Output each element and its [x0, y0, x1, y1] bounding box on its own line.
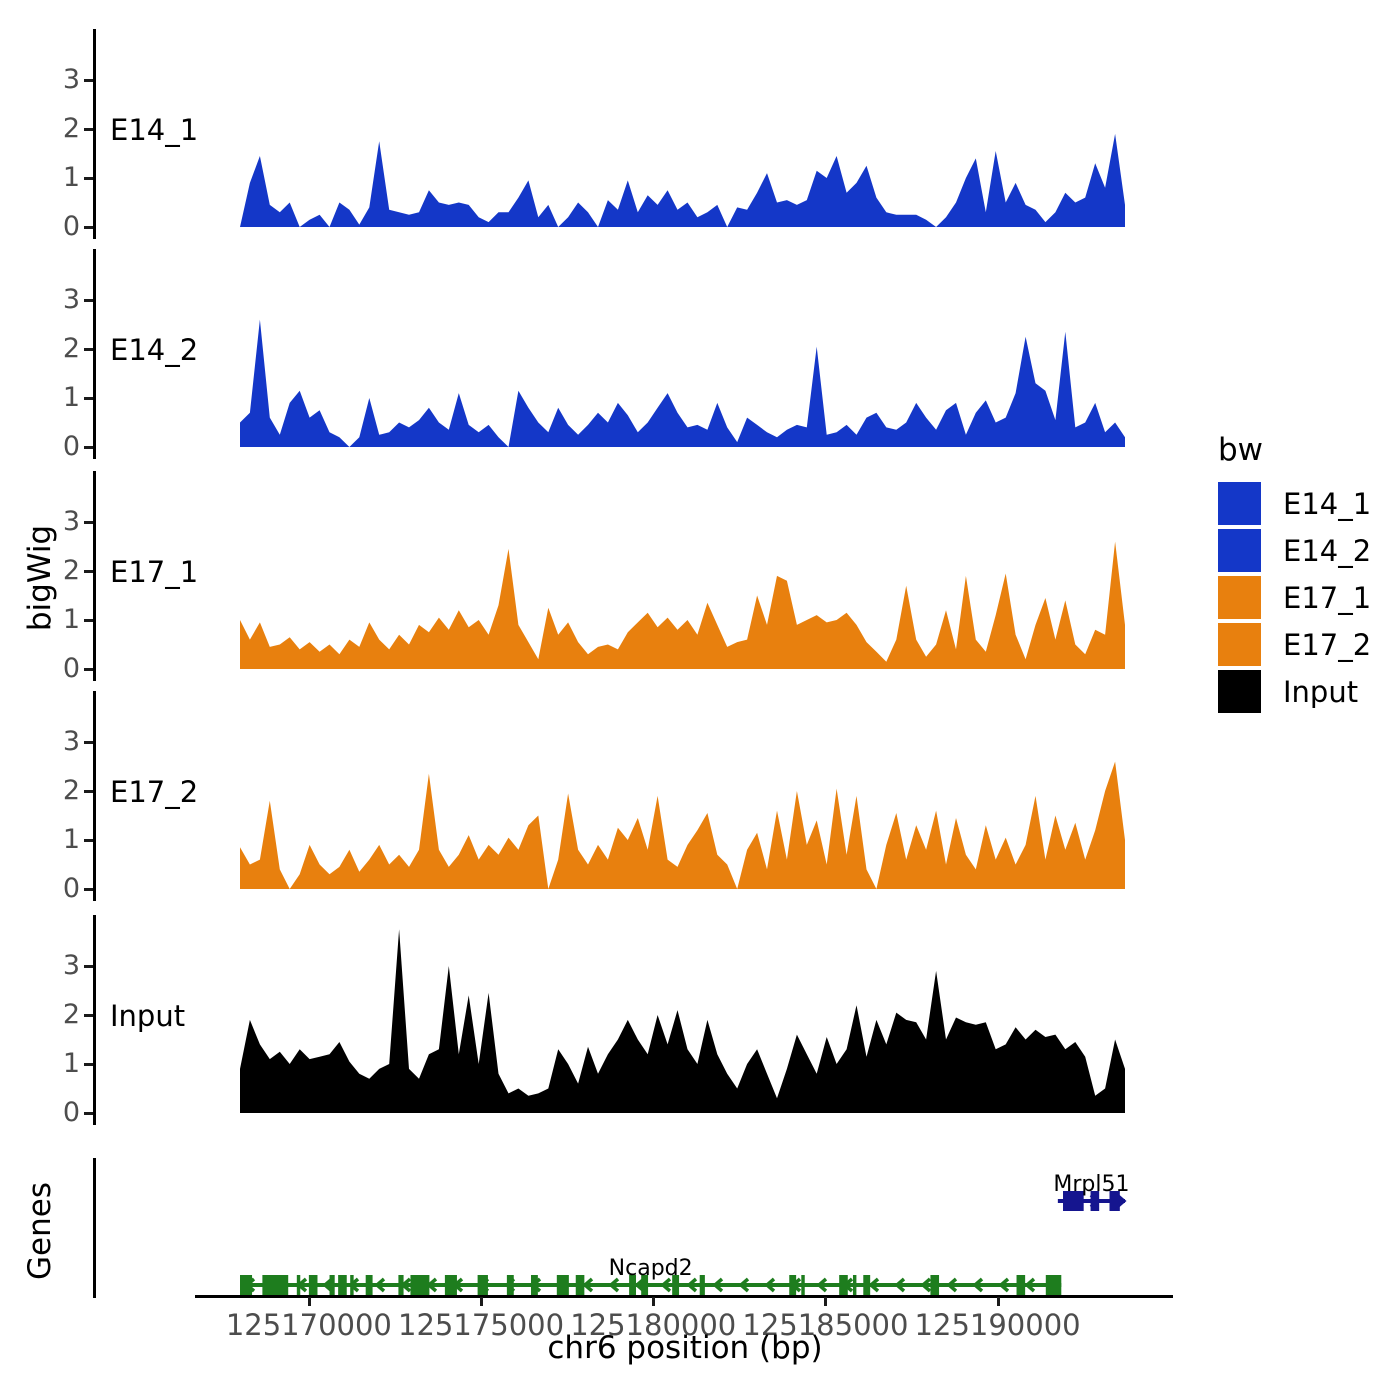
legend-entries: E14_1 E14_2 E17_1 E17_2 Input	[1218, 482, 1371, 713]
y-tick-label: 1	[62, 162, 80, 193]
legend-entry-label: E17_2	[1283, 627, 1372, 662]
coverage-area-E14_2	[240, 319, 1125, 447]
y-tick-mark	[84, 226, 93, 229]
y-tick-mark	[84, 446, 93, 449]
y-tick-label: 0	[62, 873, 80, 904]
legend-title: bw	[1218, 432, 1264, 468]
legend-swatch-E14_2	[1218, 529, 1261, 572]
track-y-axis-line	[93, 691, 96, 901]
gene-Mrpl51	[1057, 1191, 1127, 1211]
legend: bw E14_1 E14_2 E17_1 E17_2 Input	[1218, 432, 1371, 717]
y-tick-mark	[84, 299, 93, 302]
x-tick-mark	[996, 1297, 1000, 1306]
legend-entry: E14_2	[1218, 529, 1371, 572]
legend-entry: E17_2	[1218, 623, 1371, 666]
genes-axis-line	[93, 1158, 96, 1298]
legend-swatch-E14_1	[1218, 482, 1261, 525]
coverage-area-E17_1	[240, 541, 1125, 669]
legend-entry: Input	[1218, 670, 1371, 713]
y-tick-label: 1	[62, 1048, 80, 1079]
y-tick-mark	[84, 1112, 93, 1115]
coverage-area-E14_1	[240, 133, 1125, 227]
y-tick-label: 2	[62, 775, 80, 806]
track-label: E17_2	[110, 775, 199, 809]
coverage-area-Input	[240, 929, 1125, 1113]
y-tick-mark	[84, 570, 93, 573]
x-tick-mark	[652, 1297, 656, 1306]
y-tick-mark	[84, 521, 93, 524]
track-y-axis-line	[93, 249, 96, 459]
x-axis-line	[195, 1295, 1173, 1298]
x-tick-label: 125170000	[225, 1308, 392, 1342]
track-label: E17_1	[110, 555, 199, 589]
track-label: E14_2	[110, 333, 199, 367]
y-tick-label: 2	[62, 113, 80, 144]
y-tick-label: 0	[62, 1097, 80, 1128]
y-tick-label: 0	[62, 211, 80, 242]
track-y-axis-line	[93, 29, 96, 239]
y-tick-mark	[84, 79, 93, 82]
x-tick-label: 125185000	[742, 1308, 909, 1342]
y-tick-label: 1	[62, 604, 80, 635]
y-tick-mark	[84, 790, 93, 793]
y-tick-mark	[84, 839, 93, 842]
x-axis-title: chr6 position (bp)	[547, 1330, 823, 1366]
gene-Ncapd2	[240, 1275, 1062, 1295]
y-tick-mark	[84, 888, 93, 891]
y-tick-mark	[84, 965, 93, 968]
legend-entry-label: E14_2	[1283, 533, 1372, 568]
legend-entry: E17_1	[1218, 576, 1371, 619]
legend-swatch-Input	[1218, 670, 1261, 713]
x-tick-label: 125180000	[570, 1308, 737, 1342]
y-tick-label: 3	[62, 950, 80, 981]
y-tick-mark	[84, 348, 93, 351]
gene-name-label: Mrpl51	[1053, 1172, 1130, 1197]
y-tick-mark	[84, 177, 93, 180]
track-label: E14_1	[110, 113, 199, 147]
y-tick-label: 1	[62, 824, 80, 855]
genes-axis-title: Genes	[22, 1182, 58, 1280]
y-tick-mark	[84, 668, 93, 671]
legend-swatch-E17_1	[1218, 576, 1261, 619]
x-tick-mark	[307, 1297, 311, 1306]
legend-entry: E14_1	[1218, 482, 1371, 525]
y-tick-label: 0	[62, 653, 80, 684]
y-tick-label: 2	[62, 333, 80, 364]
y-tick-label: 3	[62, 506, 80, 537]
legend-entry-label: E17_1	[1283, 580, 1372, 615]
y-tick-mark	[84, 397, 93, 400]
genes-track	[240, 1191, 1127, 1295]
y-tick-mark	[84, 1063, 93, 1066]
y-tick-mark	[84, 619, 93, 622]
y-tick-mark	[84, 128, 93, 131]
y-tick-label: 0	[62, 431, 80, 462]
track-y-axis-line	[93, 915, 96, 1125]
y-tick-label: 3	[62, 284, 80, 315]
y-tick-label: 2	[62, 999, 80, 1030]
x-tick-label: 125190000	[914, 1308, 1081, 1342]
y-tick-mark	[84, 741, 93, 744]
track-y-axis-line	[93, 471, 96, 681]
y-tick-label: 3	[62, 64, 80, 95]
legend-swatch-E17_2	[1218, 623, 1261, 666]
coverage-area-E17_2	[240, 761, 1125, 889]
x-tick-mark	[480, 1297, 484, 1306]
x-tick-label: 125175000	[398, 1308, 565, 1342]
legend-entry-label: Input	[1283, 674, 1359, 709]
y-tick-mark	[84, 1014, 93, 1017]
x-tick-mark	[824, 1297, 828, 1306]
y-tick-label: 2	[62, 555, 80, 586]
track-label: Input	[110, 999, 186, 1033]
y-tick-label: 1	[62, 382, 80, 413]
gene-name-label: Ncapd2	[608, 1256, 693, 1281]
legend-entry-label: E14_1	[1283, 486, 1372, 521]
y-tick-label: 3	[62, 726, 80, 757]
